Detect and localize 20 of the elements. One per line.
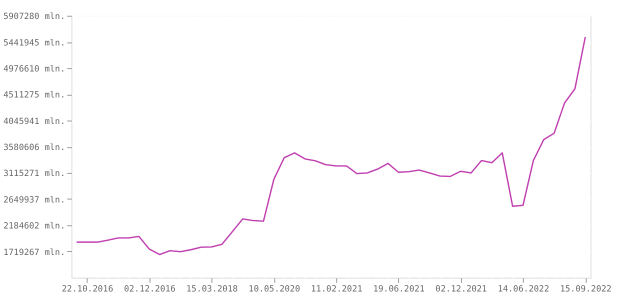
x-tick-label: 10.05.2020 [248,284,300,294]
x-tick-label: 15.03.2018 [186,284,238,294]
x-tick-label: 11.02.2021 [310,284,362,294]
y-tick-label: 5907280 mln. [3,12,66,22]
y-tick-label: 2649937 mln. [3,195,66,206]
y-tick-label: 1719267 mln. [3,248,66,258]
y-tick-label: 3115271 mln. [3,169,66,180]
x-tick-label: 22.10.2016 [62,284,114,294]
y-tick-label: 4045941 mln. [3,116,66,127]
x-tick-label: 02.12.2021 [435,284,487,294]
x-tick-label: 02.12.2016 [124,284,176,294]
x-tick-label: 19.06.2021 [373,284,425,294]
y-tick-label: 4511275 mln. [3,90,66,101]
y-tick-label: 3580606 mln. [3,143,66,154]
y-tick-label: 2184602 mln. [3,222,66,232]
x-tick-label: 14.06.2022 [498,284,550,294]
y-tick-label: 5441945 mln. [3,38,66,48]
x-tick-label: 15.09.2022 [560,284,612,294]
line-series [76,36,586,256]
y-tick-label: 4976610 mln. [3,64,66,74]
